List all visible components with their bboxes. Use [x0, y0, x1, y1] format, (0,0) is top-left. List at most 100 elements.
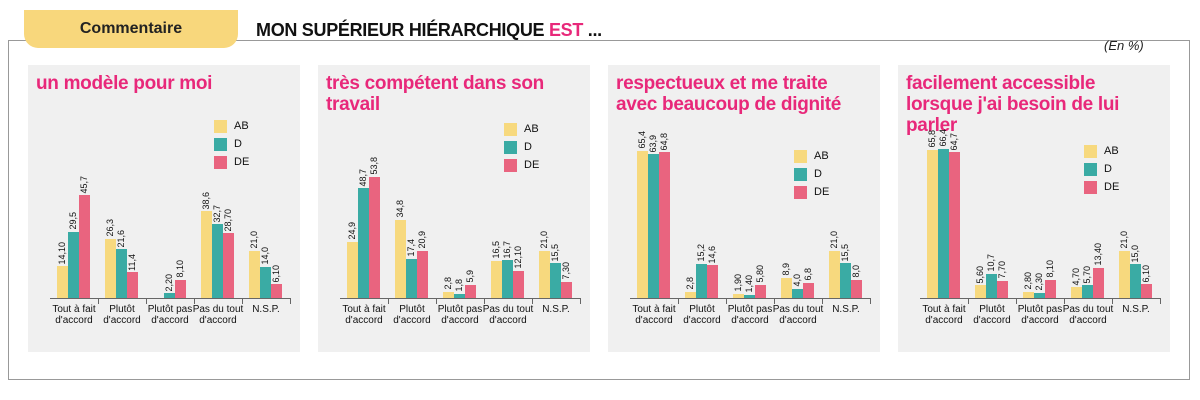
bar	[1130, 264, 1141, 298]
bar	[829, 250, 840, 298]
x-tick-label: Pas du tout d'accord	[482, 304, 534, 326]
data-label: 5,70	[1082, 265, 1092, 284]
axis-separator	[726, 298, 727, 304]
data-label: 17,4	[406, 239, 416, 257]
bar	[395, 219, 406, 298]
bar	[975, 285, 986, 298]
x-axis	[50, 298, 290, 299]
data-label: 21,0	[829, 231, 839, 249]
data-label: 15,5	[550, 243, 560, 262]
tab: Commentaire	[24, 10, 238, 48]
data-label: 28,70	[223, 208, 233, 232]
data-label: 45,7	[79, 175, 89, 194]
legend-swatch	[504, 159, 517, 172]
data-label: 14,0	[260, 246, 270, 265]
legend-label: AB	[814, 150, 829, 162]
x-tick-label: N.S.P.	[1122, 304, 1150, 315]
bar	[1093, 267, 1104, 298]
chart-panel: facilement accessible lorsque j'ai besoi…	[898, 65, 1170, 352]
x-tick-label: Tout à fait d'accord	[342, 304, 386, 326]
title-end: ...	[587, 20, 602, 40]
bar	[68, 231, 79, 298]
axis-separator	[968, 298, 969, 304]
bar	[164, 293, 175, 298]
axis-separator	[436, 298, 437, 304]
bar	[803, 282, 814, 298]
data-label: 8,10	[1045, 260, 1055, 278]
data-label: 66,4	[938, 129, 948, 147]
data-label: 5,9	[465, 270, 475, 283]
bar	[212, 224, 223, 298]
bar	[201, 211, 212, 298]
bar	[685, 291, 696, 298]
x-axis	[920, 298, 1160, 299]
bar	[1082, 285, 1093, 298]
data-label: 13,40	[1093, 243, 1103, 266]
bar	[358, 188, 369, 298]
bar	[927, 149, 938, 298]
bar	[1034, 292, 1045, 298]
bar	[1141, 284, 1152, 298]
bar	[792, 289, 803, 298]
legend-label: AB	[1104, 145, 1119, 157]
legend-label: D	[234, 138, 242, 150]
axis-separator	[388, 298, 389, 304]
bar	[733, 293, 744, 298]
legend-swatch	[504, 123, 517, 136]
bar	[707, 265, 718, 298]
axis-separator	[1160, 298, 1161, 304]
data-label: 1,8	[454, 279, 464, 292]
axis-separator	[870, 298, 871, 304]
data-label: 5,80	[755, 265, 765, 283]
data-label: 29,5	[68, 212, 78, 230]
chart-panel: un modèle pour moi AB D DE Tout à fait d'acc…	[28, 65, 300, 352]
x-tick-label: Plutôt d'accord	[973, 304, 1011, 326]
x-tick-label: Tout à fait d'accord	[922, 304, 966, 326]
data-label: 2,8	[685, 277, 695, 290]
data-label: 8,0	[851, 265, 861, 278]
bar	[1045, 279, 1056, 298]
chart-title: respectueux et me traite avec beaucoup d…	[616, 73, 842, 115]
bar	[502, 260, 513, 298]
legend-label: DE	[1104, 181, 1120, 193]
data-label: 14,10	[57, 241, 67, 265]
frame	[8, 40, 1190, 380]
data-label: 15,2	[696, 244, 706, 262]
bar	[986, 273, 997, 298]
legend-swatch	[794, 168, 807, 181]
x-tick-label: Plutôt pas d'accord	[1017, 304, 1063, 326]
bar	[260, 266, 271, 298]
data-label: 6,8	[803, 268, 813, 281]
data-label: 10,7	[986, 254, 996, 272]
axis-separator	[532, 298, 533, 304]
bar	[1071, 287, 1082, 298]
x-tick-label: Pas du tout d'accord	[1062, 304, 1114, 326]
bar	[271, 284, 282, 298]
data-label: 6,10	[1141, 264, 1151, 283]
legend-label: D	[1104, 163, 1112, 175]
x-tick-label: N.S.P.	[542, 304, 570, 315]
data-label: 48,7	[358, 168, 368, 187]
data-label: 2,80	[1023, 272, 1033, 290]
x-tick-label: Plutôt pas d'accord	[147, 304, 193, 326]
chart-title: très compétent dans son travail	[326, 73, 544, 115]
bar	[513, 270, 524, 298]
data-label: 5,60	[975, 265, 985, 284]
x-tick-label: N.S.P.	[252, 304, 280, 315]
data-label: 21,0	[539, 231, 549, 249]
bar	[561, 281, 572, 298]
legend-swatch	[214, 120, 227, 133]
axis-separator	[98, 298, 99, 304]
axis-separator	[194, 298, 195, 304]
data-label: 20,9	[417, 231, 427, 249]
legend-label: DE	[234, 156, 250, 168]
bar	[175, 279, 186, 298]
bar	[454, 293, 465, 298]
data-label: 2,30	[1034, 273, 1044, 291]
chart-title: un modèle pour moi	[36, 73, 213, 94]
data-label: 7,70	[997, 261, 1007, 279]
data-label: 26,3	[105, 219, 115, 237]
bar	[347, 241, 358, 298]
data-label: 24,9	[347, 222, 357, 240]
